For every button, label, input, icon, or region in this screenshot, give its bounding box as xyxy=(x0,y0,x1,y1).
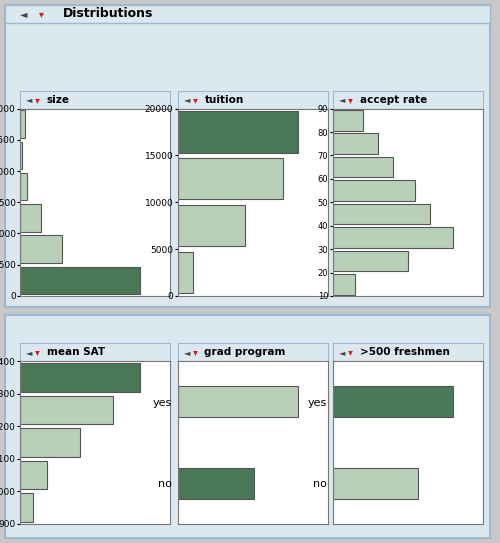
Bar xyxy=(178,65,200,106)
Bar xyxy=(332,157,392,178)
Text: tuition: tuition xyxy=(204,94,244,105)
Text: ◄: ◄ xyxy=(26,348,32,357)
Bar xyxy=(20,267,140,294)
Bar xyxy=(332,468,418,498)
Bar xyxy=(20,204,41,232)
Bar xyxy=(20,428,80,457)
Bar xyxy=(332,274,355,294)
Text: ▾: ▾ xyxy=(348,94,352,105)
Text: ▾: ▾ xyxy=(35,347,40,357)
Text: mean SAT: mean SAT xyxy=(47,347,105,357)
Bar xyxy=(20,494,34,522)
Bar xyxy=(332,204,430,224)
Text: ◄: ◄ xyxy=(338,348,345,357)
Bar xyxy=(332,86,355,107)
Text: ▾: ▾ xyxy=(35,94,40,105)
Text: accept rate: accept rate xyxy=(360,94,427,105)
Bar xyxy=(178,252,192,293)
Bar xyxy=(178,205,245,247)
Bar xyxy=(332,134,378,154)
Text: ◄: ◄ xyxy=(26,95,32,104)
Bar xyxy=(178,111,298,153)
Text: ▾: ▾ xyxy=(39,9,44,19)
Bar xyxy=(20,142,22,169)
Text: ◄: ◄ xyxy=(184,95,190,104)
Bar xyxy=(20,235,61,263)
Text: ◄: ◄ xyxy=(338,95,345,104)
Bar xyxy=(20,110,24,138)
Bar xyxy=(332,387,452,417)
Bar xyxy=(20,396,114,424)
Bar xyxy=(20,173,27,200)
Text: ▾: ▾ xyxy=(192,347,198,357)
Text: >500 freshmen: >500 freshmen xyxy=(360,347,450,357)
Text: size: size xyxy=(47,94,70,105)
Bar xyxy=(20,363,140,392)
Bar xyxy=(332,227,452,248)
Text: ▾: ▾ xyxy=(348,347,352,357)
Bar xyxy=(332,180,415,201)
Bar xyxy=(20,331,40,359)
Text: grad program: grad program xyxy=(204,347,286,357)
Bar xyxy=(20,461,46,489)
Text: ◄: ◄ xyxy=(20,9,27,19)
Bar xyxy=(178,468,254,498)
Bar xyxy=(178,387,298,417)
Text: ▾: ▾ xyxy=(192,94,198,105)
Bar xyxy=(332,250,407,271)
Text: Distributions: Distributions xyxy=(63,8,154,20)
Bar xyxy=(178,158,282,199)
Bar xyxy=(332,110,362,131)
Text: ◄: ◄ xyxy=(184,348,190,357)
